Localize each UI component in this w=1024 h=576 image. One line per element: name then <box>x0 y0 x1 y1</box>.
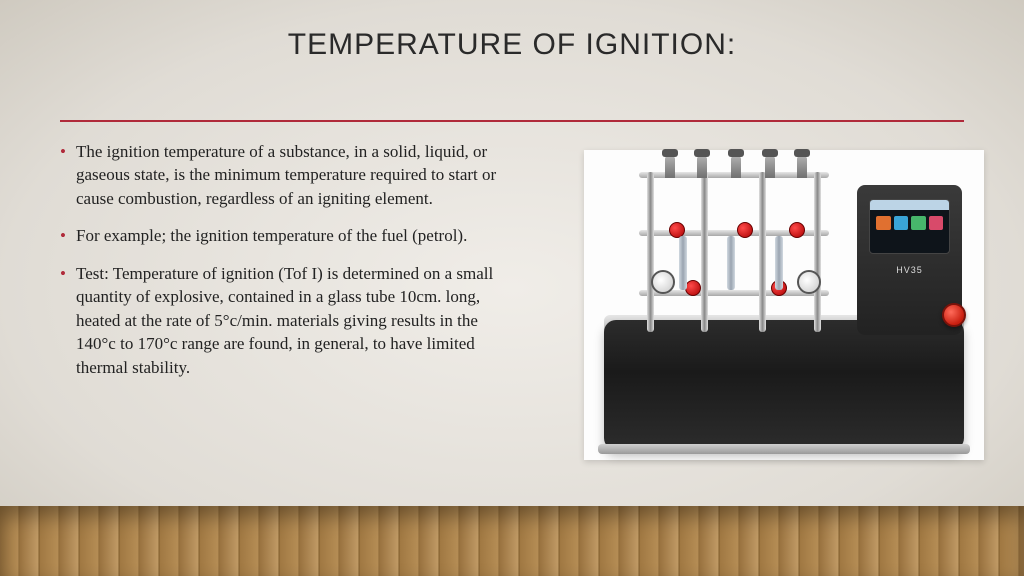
pressure-gauge <box>797 270 821 294</box>
pressure-gauge <box>651 270 675 294</box>
model-label: HV35 <box>857 265 962 275</box>
touchscreen <box>869 199 950 254</box>
test-rig <box>639 172 829 332</box>
rig-post <box>701 172 708 332</box>
valve <box>697 156 707 178</box>
screen-tiles <box>870 210 949 236</box>
control-knob <box>685 280 701 296</box>
test-tube <box>775 236 783 290</box>
machine-base <box>604 320 964 450</box>
valve <box>665 156 675 178</box>
rig-post <box>759 172 766 332</box>
emergency-stop-button <box>942 303 966 327</box>
rig-post <box>814 172 821 332</box>
screen-header <box>870 200 949 210</box>
test-tube <box>679 236 687 290</box>
slide-title: TEMPERATURE OF IGNITION: <box>0 28 1024 62</box>
control-tower: HV35 <box>857 185 962 335</box>
bullet-item: For example; the ignition temperature of… <box>60 224 520 247</box>
equipment-image: HV35 <box>584 150 984 460</box>
valve <box>797 156 807 178</box>
control-knob <box>737 222 753 238</box>
test-tube <box>727 236 735 290</box>
bullet-item: The ignition temperature of a substance,… <box>60 140 520 210</box>
valve <box>731 156 741 178</box>
control-knob <box>789 222 805 238</box>
title-underline <box>60 120 964 122</box>
body-content: The ignition temperature of a substance,… <box>60 140 520 393</box>
valve <box>765 156 775 178</box>
bullet-item: Test: Temperature of ignition (Tof I) is… <box>60 262 520 379</box>
floor-texture <box>0 506 1024 576</box>
rig-post <box>647 172 654 332</box>
